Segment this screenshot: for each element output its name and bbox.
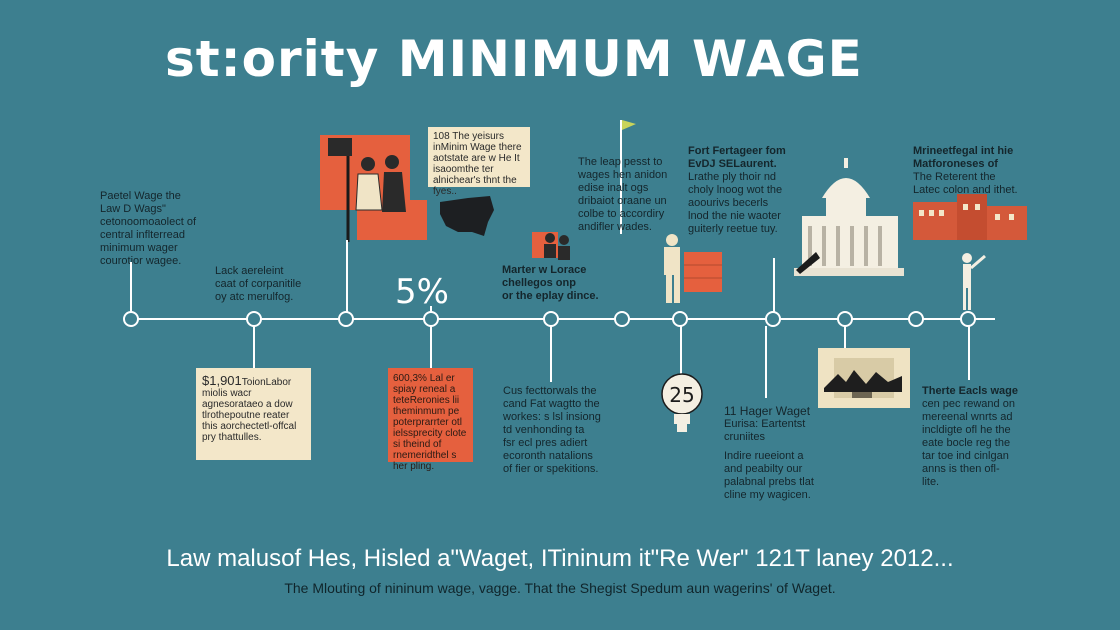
note-fort: Fort Fertageer fom EvDJ SELaurent. Lrathe … [688, 145, 786, 235]
people-gathering-illustration [824, 358, 902, 398]
people-icon [532, 232, 570, 260]
clock-number: 25 [669, 383, 694, 407]
connector [430, 326, 432, 370]
timeline-node[interactable] [765, 311, 781, 327]
note-therte-eacls: Therte Eacls wage cen pec rewand on mereen… [922, 385, 1018, 488]
connector [765, 326, 767, 398]
timeline-node[interactable] [908, 311, 924, 327]
timeline-node[interactable] [614, 311, 630, 327]
connector [253, 326, 255, 370]
note-minimum-legal: Mrineetfegal int hie Matforoneses of The R… [913, 145, 1018, 196]
note-market: Marter w Lorace chellegos onp or the eplay… [502, 264, 599, 302]
timeline-node[interactable] [837, 311, 853, 327]
connector [430, 306, 432, 312]
page-title: st:ority MINIMUM WAGE [165, 30, 863, 88]
footer-caption: The Mlouting of nininum wage, vagge. Tha… [284, 580, 836, 596]
timeline-node[interactable] [672, 311, 688, 327]
us-map-icon [440, 196, 494, 236]
note-lack: Lack aereleint caat of corpanitile oy atc … [215, 265, 302, 303]
figure-throwing-icon [962, 253, 986, 310]
timeline-node[interactable] [543, 311, 559, 327]
footer-headline: Law malusof Hes, Hisled a"Waget, ITininu… [166, 545, 954, 572]
note-law-wages: Paetel Wage the Law D Wags" cetonoomoaolec… [100, 190, 197, 267]
connector [550, 326, 552, 382]
connector [773, 258, 775, 312]
factory-buildings-illustration [913, 194, 1027, 240]
note-600-percent: 600,3% Lal er spiay reneal a teteReronie… [388, 368, 473, 472]
frame-illustration [818, 348, 910, 408]
percent-figure: 5% [395, 272, 449, 312]
connector [346, 240, 348, 312]
connector [844, 326, 846, 348]
note-wages-history: The leap pesst to wages hen anidon edise i… [578, 156, 668, 233]
protesters-illustration [328, 138, 406, 242]
connector [968, 326, 970, 380]
lightbulb-clock-icon: 25 [661, 373, 703, 432]
note-hager-waget: 11 Hager Waget Eurisa: Eartentst cruniites… [724, 404, 814, 502]
note-states: 108 The yeisurs inMinim Wage there aotst… [428, 127, 530, 197]
connector [130, 262, 132, 312]
timeline-axis [125, 318, 995, 320]
timeline-node[interactable] [423, 311, 439, 327]
note-cus: Cus fecttorwals the cand Fat wagtto the wo… [503, 385, 601, 475]
timeline-node[interactable] [123, 311, 139, 327]
flag-icon [620, 120, 636, 234]
timeline-node[interactable] [960, 311, 976, 327]
timeline-node[interactable] [338, 311, 354, 327]
timeline-node[interactable] [246, 311, 262, 327]
connector [680, 326, 682, 374]
note-1901: $1,901ToionLabor miolis wacr agnesoratae… [196, 368, 311, 460]
capitol-building-illustration [794, 158, 904, 276]
worker-illustration [664, 234, 722, 303]
